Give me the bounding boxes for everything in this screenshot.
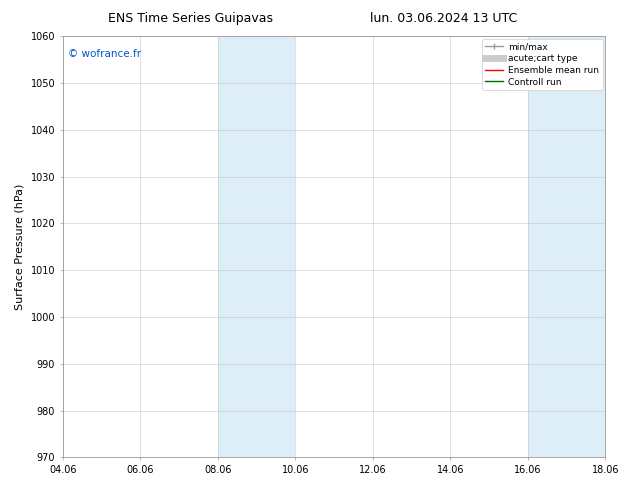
Legend: min/max, acute;cart type, Ensemble mean run, Controll run: min/max, acute;cart type, Ensemble mean … bbox=[482, 39, 602, 90]
Text: ENS Time Series Guipavas: ENS Time Series Guipavas bbox=[108, 12, 273, 25]
Text: © wofrance.fr: © wofrance.fr bbox=[68, 49, 141, 59]
Bar bbox=[218, 36, 295, 457]
Y-axis label: Surface Pressure (hPa): Surface Pressure (hPa) bbox=[15, 184, 25, 310]
Bar bbox=[527, 36, 605, 457]
Text: lun. 03.06.2024 13 UTC: lun. 03.06.2024 13 UTC bbox=[370, 12, 517, 25]
